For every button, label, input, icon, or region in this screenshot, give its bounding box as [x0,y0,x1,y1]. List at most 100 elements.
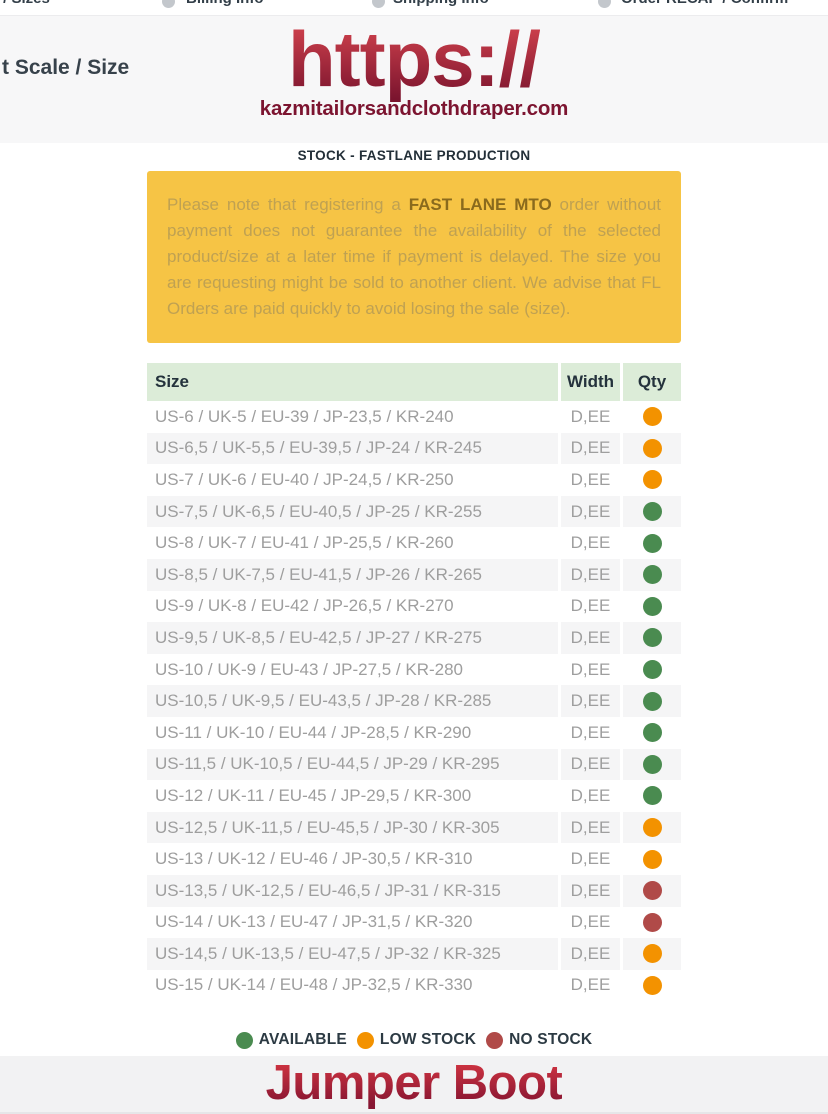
legend-label: LOW STOCK [379,1031,477,1049]
stock-status-dot-icon [642,691,662,711]
size-cell: US-14 / UK-13 / EU-47 / JP-31,5 / KR-320 [155,912,473,932]
width-cell: D,EE [558,685,620,717]
qty-cell [620,969,681,1002]
qty-cell [620,716,681,749]
size-table-row[interactable]: US-11 / UK-10 / EU-44 / JP-28,5 / KR-290… [147,716,681,749]
stock-status-dot-icon [642,818,662,838]
stock-status-dot-icon [642,565,662,585]
size-cell: US-10 / UK-9 / EU-43 / JP-27,5 / KR-280 [155,659,464,679]
stock-status-dot-icon [642,975,662,995]
size-table-row[interactable]: US-9,5 / UK-8,5 / EU-42,5 / JP-27 / KR-2… [147,622,681,654]
stock-status-dot-icon [642,912,662,932]
stock-status-dot-icon [642,849,662,869]
width-cell: D,EE [558,527,620,559]
width-cell: D,EE [558,780,620,812]
stock-legend: AVAILABLE LOW STOCK NO STOCK [0,1029,828,1051]
section-title-scale-size: t Scale / Size [2,56,130,79]
stock-status-dot-icon [642,407,662,427]
qty-cell [620,811,681,844]
width-cell: D,EE [558,969,620,1002]
step-sizes[interactable]: … / Sizes [0,0,50,9]
size-cell: US-11,5 / UK-10,5 / EU-44,5 / JP-29 / KR… [155,754,500,774]
size-table-row[interactable]: US-7,5 / UK-6,5 / EU-40,5 / JP-25 / KR-2… [147,495,681,528]
width-cell: D,EE [558,906,620,939]
size-table-row[interactable]: US-15 / UK-14 / EU-48 / JP-32,5 / KR-330… [147,969,681,1002]
stock-status-dot-icon [642,596,662,616]
column-header-qty: Qty [620,363,681,401]
column-header-size: Size [147,363,558,401]
stock-status-dot-icon [642,628,662,648]
step-shipping-info[interactable]: Shipping Info [393,0,489,9]
step-circle-icon [598,0,611,8]
stock-status-dot-icon [642,660,662,680]
product-band: Jumper Boot [0,1056,828,1114]
size-table-row[interactable]: US-9 / UK-8 / EU-42 / JP-26,5 / KR-270 D… [147,590,681,623]
width-cell: D,EE [558,464,620,496]
step-circle-icon [372,0,385,8]
width-cell: D,EE [558,653,620,686]
size-cell: US-9,5 / UK-8,5 / EU-42,5 / JP-27 / KR-2… [155,627,482,647]
width-cell: D,EE [558,748,620,781]
step-billing-info[interactable]: Billing Info [186,0,263,9]
size-cell: US-8 / UK-7 / EU-41 / JP-25,5 / KR-260 [155,533,454,553]
width-cell: D,EE [558,811,620,844]
stock-status-dot-icon [642,944,662,964]
legend-item: AVAILABLE [235,1031,347,1049]
size-table-row[interactable]: US-6,5 / UK-5,5 / EU-39,5 / JP-24 / KR-2… [147,432,681,465]
width-cell: D,EE [558,716,620,749]
notice-text-prefix: Please note that registering a [167,195,409,214]
width-cell: D,EE [558,495,620,528]
notice-text-bold: FAST LANE MTO [408,195,552,214]
size-cell: US-12,5 / UK-11,5 / EU-45,5 / JP-30 / KR… [155,817,500,837]
qty-cell [620,558,681,591]
width-cell: D,EE [558,874,620,907]
qty-cell [620,464,681,496]
size-table-row[interactable]: US-10,5 / UK-9,5 / EU-43,5 / JP-28 / KR-… [147,685,681,717]
size-cell: US-14,5 / UK-13,5 / EU-47,5 / JP-32 / KR… [155,943,501,963]
site-logo[interactable]: https:// [288,11,541,107]
qty-cell [620,495,681,528]
wizard-step-bar: … / Sizes Billing Info Shipping Info Ord… [0,0,828,16]
size-table-row[interactable]: US-13 / UK-12 / EU-46 / JP-30,5 / KR-310… [147,843,681,875]
width-cell: D,EE [558,622,620,654]
qty-cell [620,780,681,812]
width-cell: D,EE [558,432,620,465]
size-cell: US-15 / UK-14 / EU-48 / JP-32,5 / KR-330 [155,975,473,995]
size-table-row[interactable]: US-12 / UK-11 / EU-45 / JP-29,5 / KR-300… [147,780,681,812]
stock-status-dot-icon [642,438,662,458]
width-cell: D,EE [558,558,620,591]
size-table-row[interactable]: US-7 / UK-6 / EU-40 / JP-24,5 / KR-250 D… [147,464,681,496]
width-cell: D,EE [558,401,620,433]
size-stock-table: Size Width Qty US-6 / UK-5 / EU-39 / JP-… [147,363,681,1002]
product-name: Jumper Boot [265,1056,563,1111]
size-table-row[interactable]: US-6 / UK-5 / EU-39 / JP-23,5 / KR-240 D… [147,401,681,433]
size-cell: US-9 / UK-8 / EU-42 / JP-26,5 / KR-270 [155,596,454,616]
size-cell: US-6 / UK-5 / EU-39 / JP-23,5 / KR-240 [155,406,454,426]
size-table-row[interactable]: US-13,5 / UK-12,5 / EU-46,5 / JP-31 / KR… [147,874,681,907]
size-table-row[interactable]: US-14,5 / UK-13,5 / EU-47,5 / JP-32 / KR… [147,938,681,970]
stock-status-dot-icon [642,723,662,743]
table-body: US-6 / UK-5 / EU-39 / JP-23,5 / KR-240 D… [147,401,681,1002]
qty-cell [620,874,681,907]
qty-cell [620,843,681,875]
qty-cell [620,622,681,654]
stock-status-dot-icon [642,533,662,553]
size-table-row[interactable]: US-8,5 / UK-7,5 / EU-41,5 / JP-26 / KR-2… [147,558,681,591]
size-table-row[interactable]: US-10 / UK-9 / EU-43 / JP-27,5 / KR-280 … [147,653,681,686]
legend-item: LOW STOCK [356,1031,477,1049]
qty-cell [620,938,681,970]
size-table-row[interactable]: US-14 / UK-13 / EU-47 / JP-31,5 / KR-320… [147,906,681,939]
size-table-row[interactable]: US-11,5 / UK-10,5 / EU-44,5 / JP-29 / KR… [147,748,681,781]
site-domain[interactable]: kazmitailorsandclothdraper.com [259,97,569,120]
step-circle-icon [162,0,175,8]
step-order-recap[interactable]: Order RECAP / Confirm [621,0,788,9]
size-cell: US-6,5 / UK-5,5 / EU-39,5 / JP-24 / KR-2… [155,438,482,458]
hero-band: t Scale / Size https:// kazmitailorsandc… [0,15,828,143]
legend-label: NO STOCK [509,1031,593,1049]
size-cell: US-13 / UK-12 / EU-46 / JP-30,5 / KR-310 [155,849,473,869]
size-table-row[interactable]: US-8 / UK-7 / EU-41 / JP-25,5 / KR-260 D… [147,527,681,559]
qty-cell [620,906,681,939]
size-table-row[interactable]: US-12,5 / UK-11,5 / EU-45,5 / JP-30 / KR… [147,811,681,844]
stock-status-dot-icon [642,786,662,806]
